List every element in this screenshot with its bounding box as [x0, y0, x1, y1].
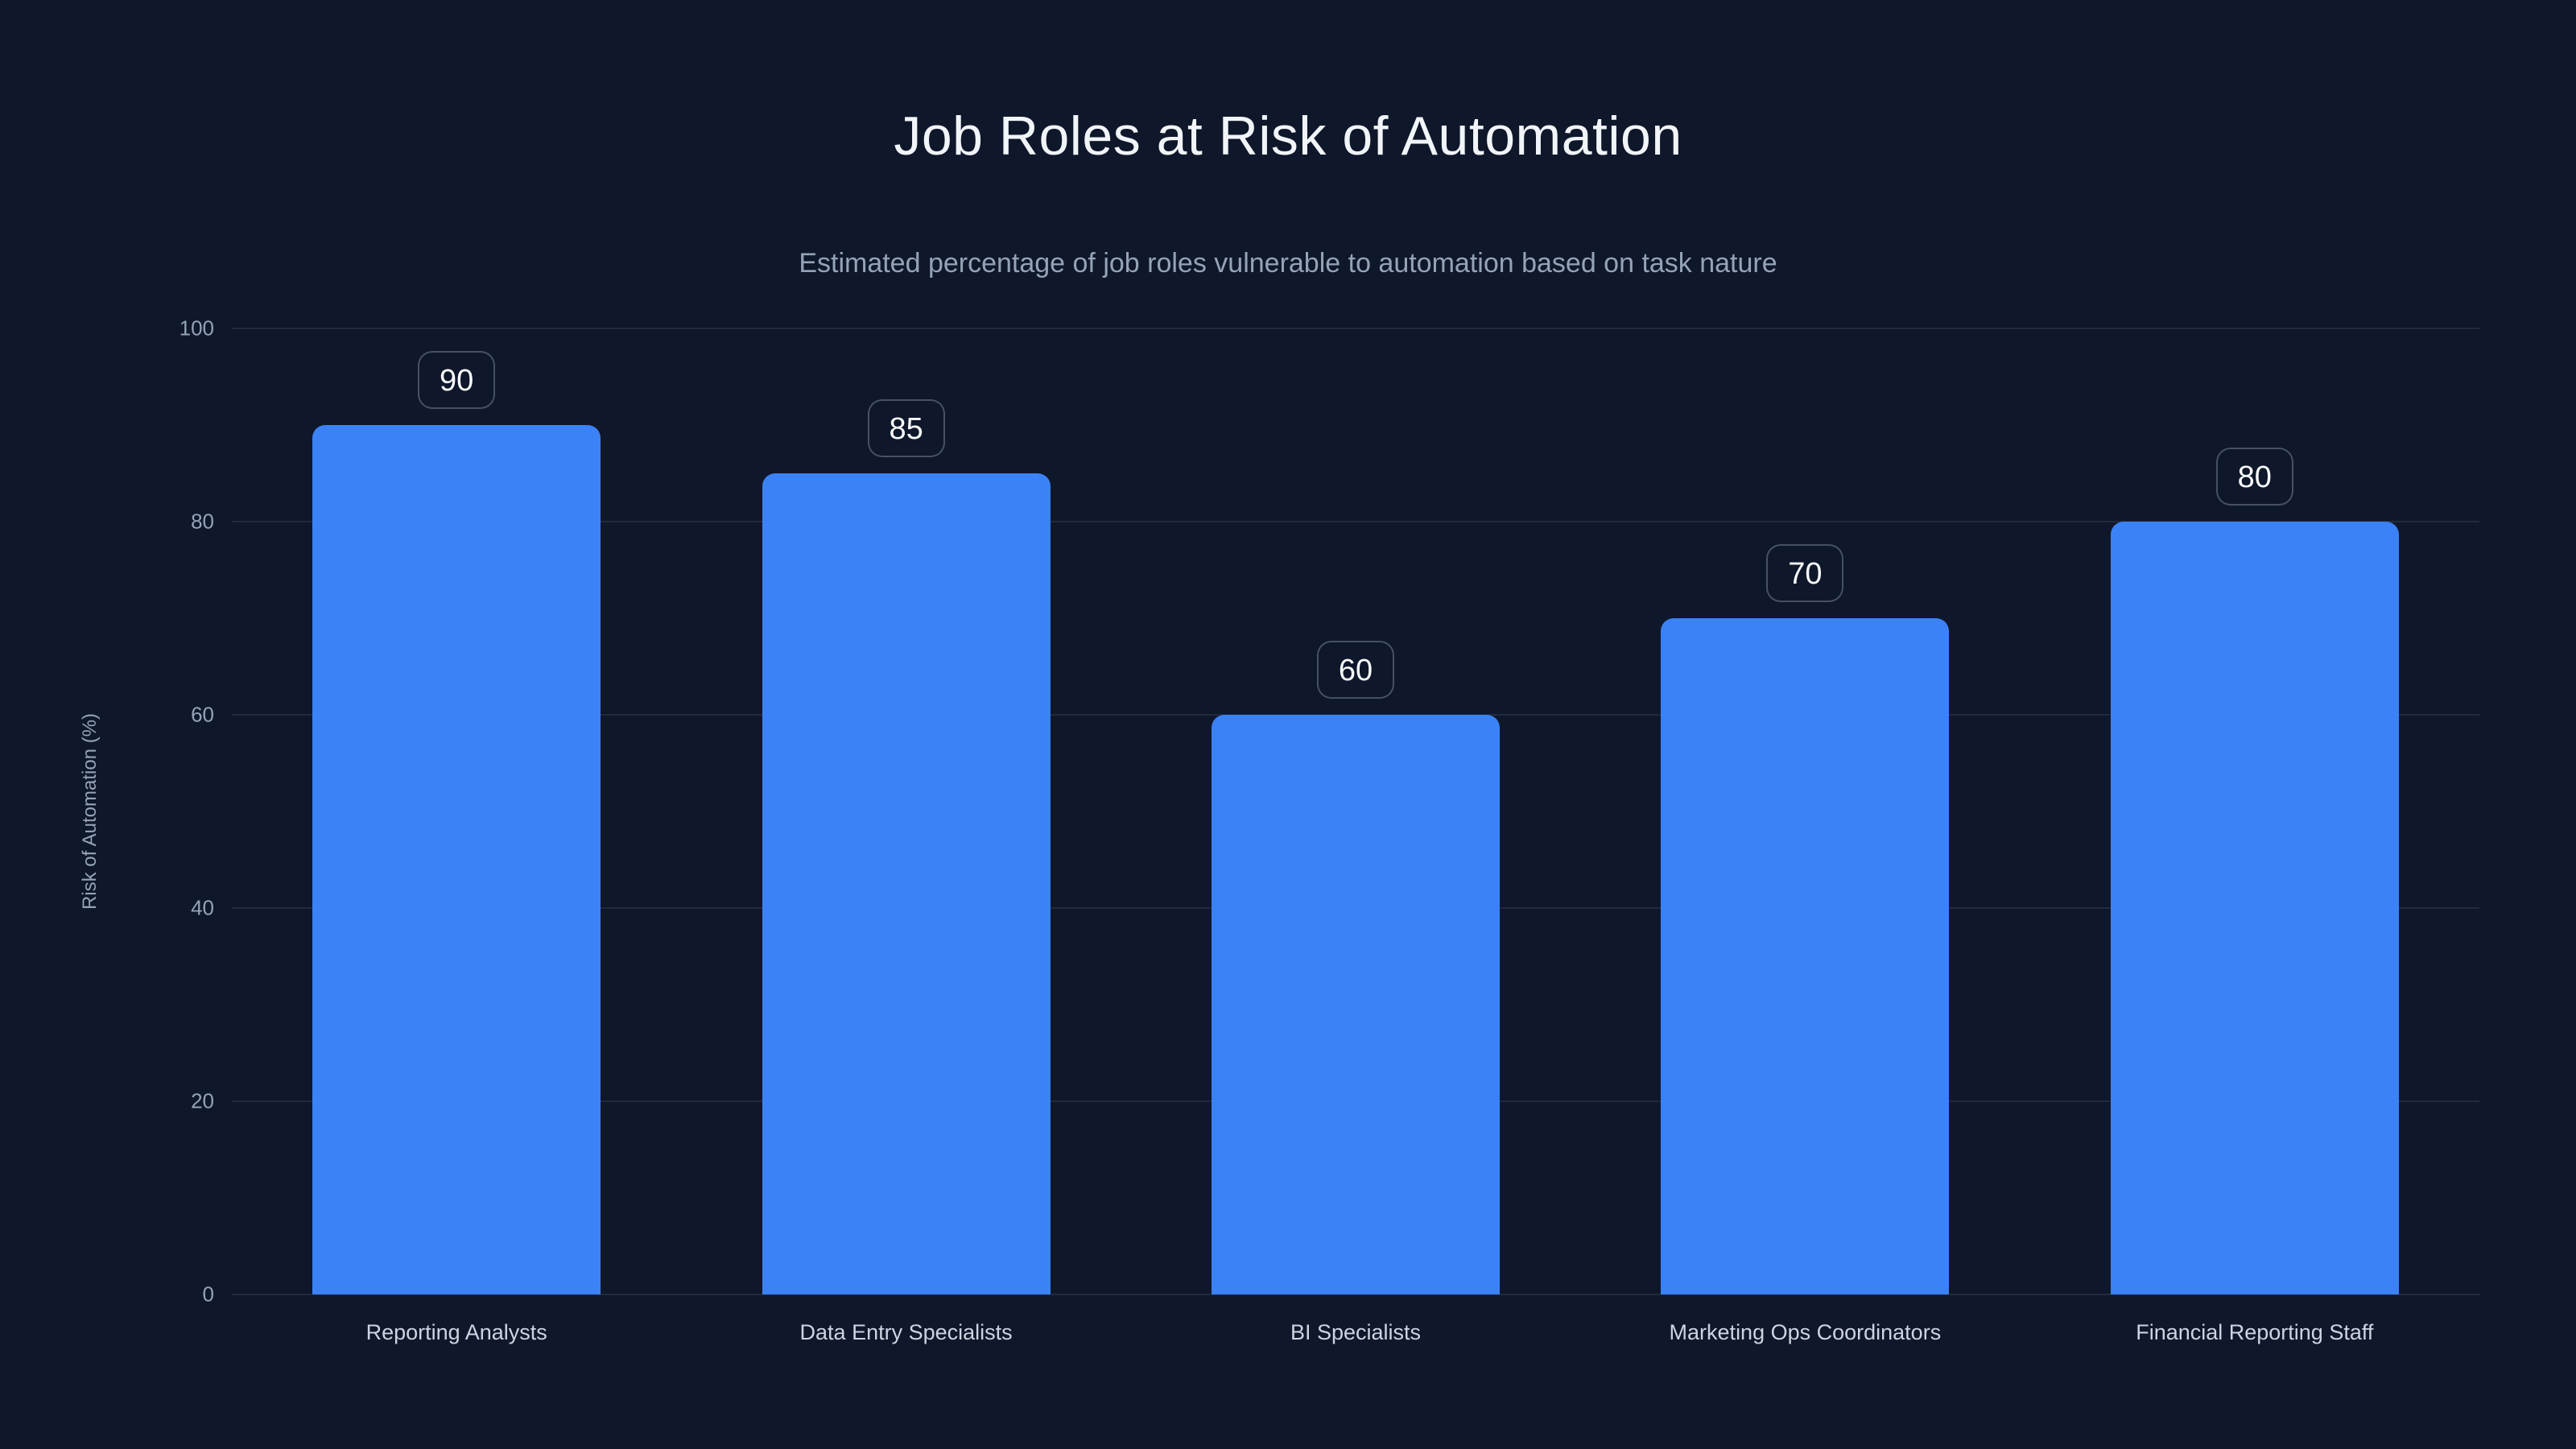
- y-tick-label-20: 20: [191, 1088, 214, 1113]
- y-tick-label-40: 40: [191, 895, 214, 920]
- category-label: Financial Reporting Staff: [2136, 1320, 2374, 1344]
- category-label: BI Specialists: [1290, 1320, 1422, 1344]
- chart-title: Job Roles at Risk of Automation: [894, 105, 1682, 167]
- value-badge: 90: [418, 351, 496, 409]
- bar-slot: 90 Reporting Analysts: [232, 328, 681, 1344]
- chart-subtitle: Estimated percentage of job roles vulner…: [799, 248, 1777, 279]
- value-badge: 60: [1316, 641, 1394, 699]
- plot-area: 0 20 40 60 80 100 90 Reporting Analysts 85 Data E…: [180, 316, 2479, 1344]
- gridline-80: [232, 521, 2479, 522]
- bar-slot: 80 Financial Reporting Staff: [2030, 328, 2479, 1344]
- gridline-0: [232, 1294, 2479, 1295]
- bar-reporting-analysts[interactable]: [312, 425, 601, 1294]
- bar-data-entry-specialists[interactable]: [762, 473, 1051, 1294]
- y-tick-label-100: 100: [179, 316, 214, 341]
- value-badge: 80: [2215, 448, 2293, 506]
- y-axis-title: Risk of Automation (%): [79, 712, 101, 910]
- y-tick-label-60: 60: [191, 702, 214, 727]
- category-label: Reporting Analysts: [365, 1320, 547, 1344]
- value-badge: 85: [867, 399, 945, 457]
- bar-marketing-ops-coordinators[interactable]: [1661, 618, 1950, 1294]
- gridline-100: [232, 328, 2479, 329]
- value-badge: 70: [1766, 544, 1844, 602]
- y-tick-label-0: 0: [202, 1282, 214, 1307]
- y-tick-label-80: 80: [191, 509, 214, 534]
- bar-financial-reporting-staff[interactable]: [2110, 522, 2399, 1294]
- bar-slot: 60 BI Specialists: [1131, 328, 1580, 1344]
- bar-slot: 85 Data Entry Specialists: [681, 328, 1130, 1344]
- bar-bi-specialists[interactable]: [1211, 715, 1500, 1294]
- category-label: Marketing Ops Coordinators: [1669, 1320, 1942, 1344]
- bar-slot: 70 Marketing Ops Coordinators: [1580, 328, 2029, 1344]
- category-label: Data Entry Specialists: [799, 1320, 1013, 1344]
